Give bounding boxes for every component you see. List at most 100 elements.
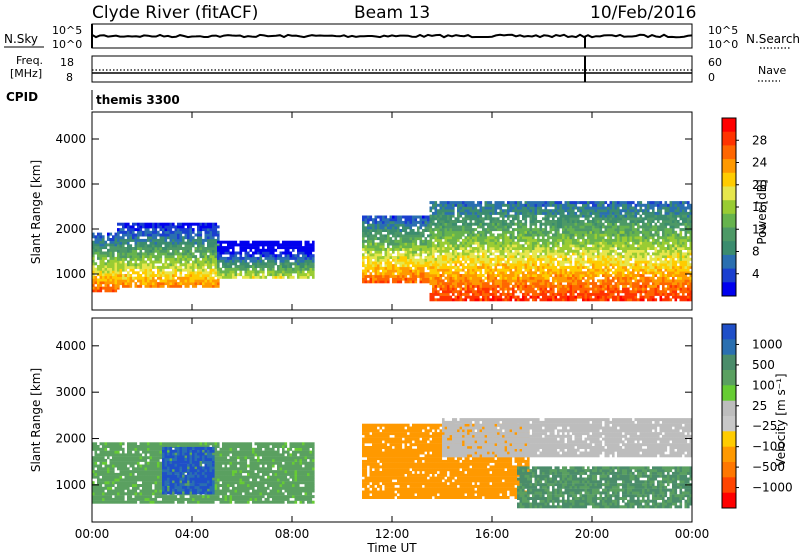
power-pixel xyxy=(442,247,445,250)
power-pixel xyxy=(177,244,180,248)
power-pixel xyxy=(104,246,108,250)
power-pixel xyxy=(137,241,140,245)
power-pixel xyxy=(259,265,263,268)
power-pixel xyxy=(637,217,640,221)
power-pixel xyxy=(582,233,585,237)
power-pixel xyxy=(94,270,98,274)
power-pixel xyxy=(387,239,390,243)
power-pixel xyxy=(532,282,535,286)
power-pixel xyxy=(619,228,623,232)
power-pixel xyxy=(132,279,135,283)
power-pixel xyxy=(212,255,215,259)
power-pixel xyxy=(472,214,475,218)
power-pixel xyxy=(377,253,380,257)
power-pixel xyxy=(454,265,458,269)
power-pixel xyxy=(434,284,438,288)
power-pixel xyxy=(567,222,570,226)
power-pixel xyxy=(464,287,468,291)
power-pixel xyxy=(387,218,390,222)
power-pixel xyxy=(534,247,538,250)
power-pixel xyxy=(594,255,598,259)
power-pixel xyxy=(469,220,473,223)
power-pixel xyxy=(402,269,405,273)
power-pixel xyxy=(634,228,638,232)
power-pixel xyxy=(134,260,138,264)
power-pixel xyxy=(284,256,288,260)
power-pixel xyxy=(407,280,410,284)
power-pixel xyxy=(419,264,423,268)
power-pixel xyxy=(389,256,393,259)
power-pixel xyxy=(509,249,513,253)
power-pixel xyxy=(454,217,458,221)
power-pixel xyxy=(584,249,588,253)
power-pixel xyxy=(424,280,428,284)
power-pixel xyxy=(489,244,493,248)
power-pixel xyxy=(569,236,573,240)
power-pixel xyxy=(422,258,425,262)
power-pixel xyxy=(429,206,433,210)
power-pixel xyxy=(457,236,460,240)
power-pixel xyxy=(397,250,400,254)
power-pixel xyxy=(367,215,370,219)
power-pixel xyxy=(597,228,600,232)
power-pixel xyxy=(482,290,485,294)
power-pixel xyxy=(514,228,518,232)
power-pixel xyxy=(607,255,610,259)
power-pixel xyxy=(204,233,208,237)
power-pixel xyxy=(609,274,613,277)
power-pixel xyxy=(382,229,385,232)
power-pixel xyxy=(259,262,263,266)
power-pixel xyxy=(434,279,438,283)
power-pixel xyxy=(617,265,620,269)
power-pixel xyxy=(179,238,183,242)
power-pixel xyxy=(447,284,450,288)
power-pixel xyxy=(172,244,175,248)
power-pixel xyxy=(367,264,370,268)
power-pixel xyxy=(104,278,108,282)
power-pixel xyxy=(292,248,295,252)
power-pixel xyxy=(397,272,400,276)
power-pixel xyxy=(567,295,570,299)
power-pixel xyxy=(514,203,518,207)
power-pixel xyxy=(214,284,218,288)
power-pixel xyxy=(589,268,593,272)
power-pixel xyxy=(147,236,150,240)
power-pixel xyxy=(622,287,625,291)
power-pixel xyxy=(277,256,280,260)
power-pixel xyxy=(537,238,540,242)
power-pixel xyxy=(462,274,465,277)
power-pixel xyxy=(149,276,153,280)
power-pixel xyxy=(544,217,548,221)
power-pixel xyxy=(464,282,468,286)
power-pixel xyxy=(252,240,255,244)
power-pixel xyxy=(369,223,373,227)
power-pixel xyxy=(127,282,130,286)
power-pixel xyxy=(414,280,418,284)
power-pixel xyxy=(117,263,120,267)
power-pixel xyxy=(142,271,145,275)
power-pixel xyxy=(407,250,410,254)
power-pixel xyxy=(92,248,95,252)
power-pixel xyxy=(139,238,143,242)
power-pixel xyxy=(412,280,415,284)
power-pixel xyxy=(442,203,445,207)
power-pixel xyxy=(122,265,125,269)
power-pixel xyxy=(639,230,643,234)
power-pixel xyxy=(277,243,280,247)
power-pixel xyxy=(382,266,385,270)
power-pixel xyxy=(419,247,423,251)
power-pixel xyxy=(112,238,115,241)
power-pixel xyxy=(419,215,423,219)
power-pixel xyxy=(189,257,193,261)
power-pixel xyxy=(619,257,623,261)
power-pixel xyxy=(387,256,390,259)
power-pixel xyxy=(439,214,443,218)
power-pixel xyxy=(554,292,558,296)
power-pixel xyxy=(149,279,153,283)
power-pixel xyxy=(272,262,275,266)
power-pixel xyxy=(554,249,558,253)
power-pixel xyxy=(179,260,183,264)
power-pixel xyxy=(624,241,628,245)
power-pixel xyxy=(382,239,385,243)
power-pixel xyxy=(92,251,95,255)
